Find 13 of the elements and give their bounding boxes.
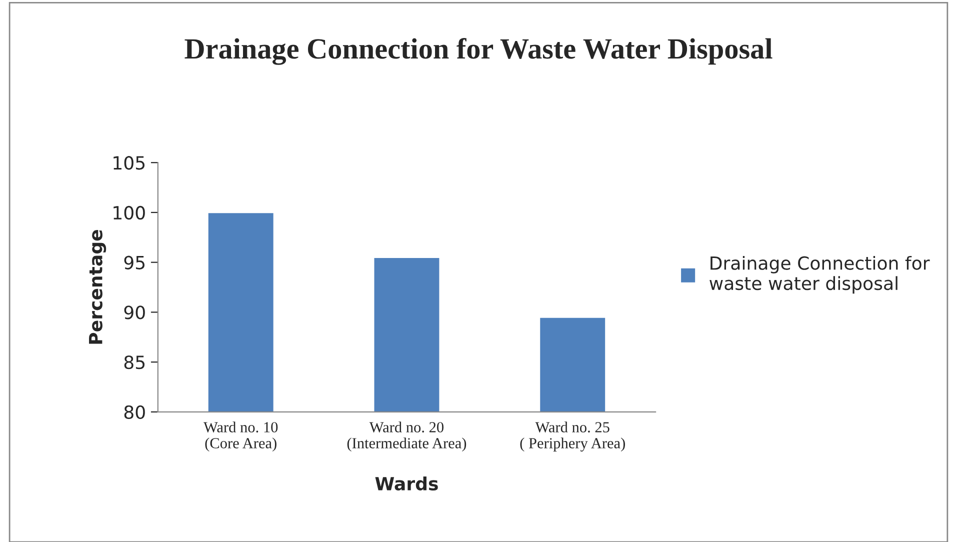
y-tick-label: 85 [124, 356, 145, 370]
x-tick-label: Ward no. 10 (Core Area) [204, 422, 278, 452]
chart-title: Drainage Connection for Waste Water Disposal [184, 38, 772, 65]
x-tick-label: Ward no. 20 (Intermediate Area) [347, 422, 466, 452]
y-tick-label: 90 [124, 306, 145, 320]
legend-label: Drainage Connection for waste water disposal [710, 256, 930, 294]
y-tick-label: 100 [114, 206, 145, 220]
y-tick-label: 105 [114, 156, 145, 170]
x-axis-title: Wards [375, 476, 438, 490]
y-tick-label: 80 [124, 405, 145, 420]
x-tick-label: Ward no. 25 ( Periphery Area) [520, 422, 625, 452]
y-axis-title: Percentage [89, 230, 106, 344]
y-tick-label: 95 [124, 256, 145, 270]
